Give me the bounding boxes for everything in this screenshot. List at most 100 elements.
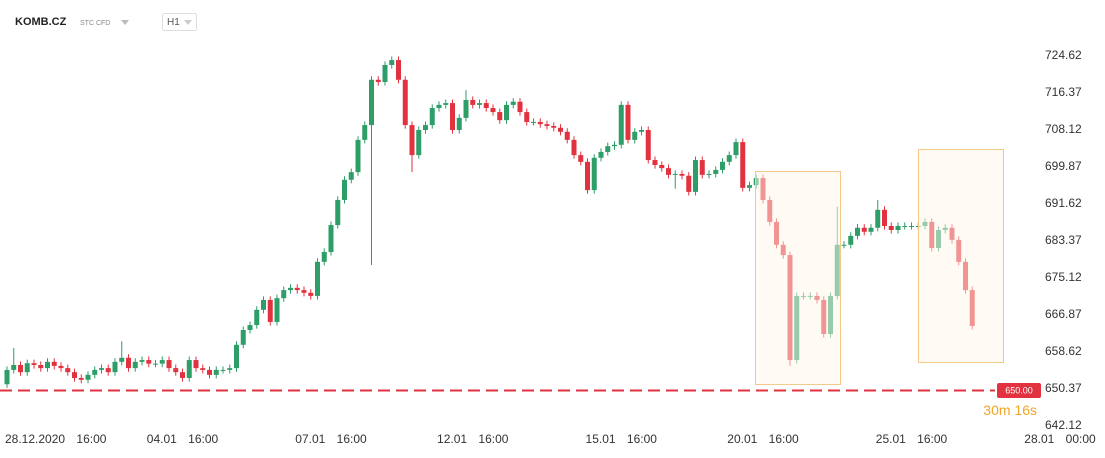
candle-body <box>45 361 50 369</box>
candle-body <box>193 360 199 369</box>
candle-body <box>301 290 307 293</box>
candle-body <box>888 225 894 230</box>
candle-countdown: 30m 16s <box>983 402 1037 418</box>
candle-body <box>92 369 98 375</box>
y-tick-label: 675.12 <box>1045 270 1082 284</box>
candle-body <box>544 124 550 126</box>
candle-body <box>362 125 368 140</box>
candle-body <box>173 368 179 373</box>
candle-body <box>227 368 233 370</box>
y-tick-label: 683.37 <box>1045 233 1082 247</box>
candle-body <box>578 155 584 162</box>
candle-body <box>868 227 874 232</box>
candle-body <box>645 130 651 161</box>
candle-body <box>517 101 523 113</box>
candle-body <box>294 287 300 291</box>
candle-body <box>200 368 206 370</box>
candle-body <box>571 139 577 156</box>
candle-body <box>477 103 482 105</box>
candle-body <box>740 142 746 188</box>
highlight-box <box>755 171 841 385</box>
candle-body <box>875 209 881 228</box>
x-tick-label: 20.01 16:00 <box>727 432 799 446</box>
candle-body <box>470 99 476 105</box>
candle-body <box>855 227 860 236</box>
candle-body <box>146 360 152 364</box>
candle-body <box>234 344 239 369</box>
candle-body <box>659 164 665 169</box>
x-tick-label: 04.01 16:00 <box>147 432 219 446</box>
candle-body <box>693 160 698 192</box>
candle-body <box>585 161 590 191</box>
timeframe: H1 <box>167 17 180 28</box>
candle-body <box>159 360 165 364</box>
candle-body <box>510 101 516 105</box>
candle-body <box>267 299 273 322</box>
candle-body <box>733 142 739 156</box>
instrument-dropdown-arrow[interactable] <box>121 20 129 25</box>
price-label-box <box>997 383 1041 399</box>
candle-body <box>423 125 428 130</box>
y-tick-label: 691.62 <box>1045 196 1082 210</box>
candle-body <box>416 130 422 156</box>
candle-body <box>315 261 320 296</box>
candle-body <box>328 225 334 252</box>
candle-body <box>4 369 10 385</box>
candle-body <box>720 161 725 170</box>
candle-body <box>672 173 678 175</box>
candle-body <box>909 225 914 227</box>
candle-body <box>605 146 611 152</box>
candle-body <box>618 104 624 145</box>
candle-body <box>450 103 455 130</box>
candle-body <box>409 125 415 156</box>
candle-body <box>261 299 266 310</box>
candle-body <box>537 121 543 125</box>
x-tick-label: 28.12.2020 16:00 <box>5 432 107 446</box>
candle-body <box>72 372 77 378</box>
candle-body <box>699 160 705 175</box>
candle-body <box>220 369 226 371</box>
candle-body <box>389 60 395 65</box>
candle-body <box>24 363 30 373</box>
y-tick-label: 699.87 <box>1045 159 1082 173</box>
x-tick-label: 12.01 16:00 <box>437 432 509 446</box>
candle-body <box>348 172 354 180</box>
candle-body <box>524 112 530 122</box>
timeframe-selector[interactable] <box>162 13 197 31</box>
y-tick-label: 716.37 <box>1045 85 1082 99</box>
candle-body <box>841 244 847 246</box>
candle-body <box>207 369 212 375</box>
candle-body <box>254 309 260 326</box>
candle-body <box>11 364 17 370</box>
candle-body <box>747 185 752 188</box>
candle-body <box>504 104 509 121</box>
candle-body <box>882 209 887 226</box>
timeframe-dropdown-arrow <box>184 20 192 25</box>
candle-body <box>78 377 84 380</box>
candle-body <box>558 127 563 132</box>
candle-body <box>132 361 138 369</box>
y-tick-label: 708.12 <box>1045 122 1082 136</box>
candle-body <box>38 364 44 369</box>
candle-body <box>58 365 64 369</box>
candle-body <box>180 372 185 378</box>
candle-body <box>247 325 253 330</box>
candle-body <box>308 292 314 296</box>
x-tick-label: 07.01 16:00 <box>295 432 367 446</box>
candle-body <box>288 287 293 291</box>
candle-body <box>321 251 327 262</box>
candle-body <box>666 168 671 175</box>
candle-body <box>342 179 347 200</box>
candle-body <box>497 112 503 121</box>
highlight-box <box>918 149 1004 363</box>
candle-body <box>429 108 435 126</box>
x-tick-label: 25.01 16:00 <box>876 432 948 446</box>
candle-body <box>490 108 496 113</box>
candle-body <box>335 199 341 226</box>
candle-body <box>679 173 685 176</box>
candle-body <box>625 104 631 140</box>
candle-body <box>612 144 617 147</box>
candle-body <box>153 363 158 365</box>
